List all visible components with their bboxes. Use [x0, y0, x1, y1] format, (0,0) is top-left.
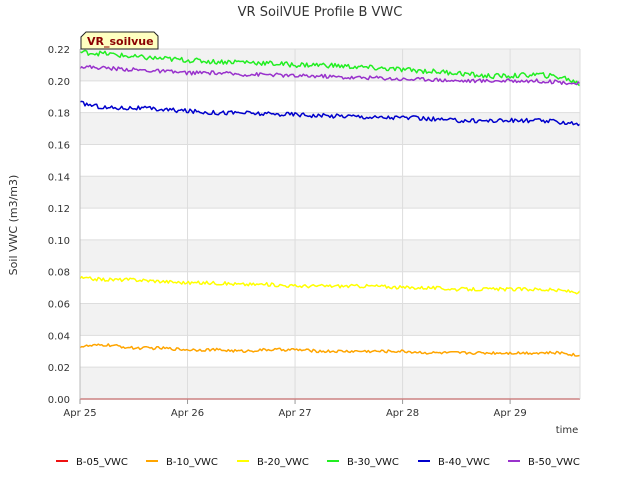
x-tick-label: Apr 26: [171, 408, 204, 419]
legend-label: B-50_VWC: [528, 457, 580, 468]
y-tick-label: 0.16: [48, 140, 70, 151]
plot-band: [80, 367, 580, 399]
series-line-b-10_vwc: [79, 343, 581, 357]
y-tick-label: 0.02: [48, 363, 70, 374]
series-line-b-40_vwc: [79, 100, 581, 127]
y-tick-labels: 0.00 0.02 0.04 0.06 0.08 0.10 0.12 0.14 0.16 0.18…: [48, 45, 70, 406]
y-tick-label: 0.14: [48, 172, 70, 183]
x-tick-label: Apr 25: [63, 408, 96, 419]
legend-label: B-30_VWC: [347, 457, 399, 468]
y-axis-label: Soil VWC (m3/m3): [7, 175, 20, 276]
plot-band: [80, 303, 580, 336]
plot-background-bands: [80, 49, 580, 399]
plot-band: [80, 144, 580, 177]
y-tick-label: 0.22: [48, 45, 70, 56]
legend-item: B-50_VWC: [508, 457, 580, 468]
chart-title: VR SoilVUE Profile B VWC: [238, 5, 403, 20]
y-tick-label: 0.20: [48, 77, 70, 88]
legend-label: B-40_VWC: [438, 457, 490, 468]
y-tick-label: 0.10: [48, 236, 70, 247]
series-line-b-20_vwc: [79, 275, 581, 295]
series-line-b-50_vwc: [79, 64, 581, 86]
y-tick-label: 0.08: [48, 268, 70, 279]
legend-item: B-10_VWC: [146, 457, 218, 468]
legend-label: B-20_VWC: [257, 457, 309, 468]
plot-band: [80, 176, 580, 209]
annotation-box: VR_soilvue: [80, 31, 159, 50]
legend-item: B-05_VWC: [56, 457, 128, 468]
x-tick-labels: Apr 25 Apr 26 Apr 27 Apr 28 Apr 29: [63, 408, 526, 419]
y-tick-label: 0.18: [48, 109, 70, 120]
plot-band: [80, 239, 580, 272]
legend-item: B-20_VWC: [237, 457, 309, 468]
legend-label: B-10_VWC: [166, 457, 218, 468]
y-tick-label: 0.00: [48, 395, 70, 406]
y-tick-label: 0.12: [48, 204, 70, 215]
legend-item: B-40_VWC: [418, 457, 490, 468]
legend-item: B-30_VWC: [327, 457, 399, 468]
plot-band: [80, 80, 580, 113]
annotation-label: VR_soilvue: [87, 35, 154, 48]
x-tick-label: Apr 28: [386, 408, 419, 419]
axes: [79, 49, 581, 400]
x-tick-label: Apr 29: [494, 408, 527, 419]
legend: B-05_VWC B-10_VWC B-20_VWC B-30_VWC B-40_VWC…: [56, 457, 580, 468]
series-line-b-30_vwc: [79, 49, 581, 87]
plot-band: [80, 271, 580, 304]
x-tick-label: Apr 27: [278, 408, 311, 419]
y-tick-label: 0.04: [48, 331, 70, 342]
y-tick-label: 0.06: [48, 300, 70, 311]
x-axis-label: time: [556, 425, 579, 436]
legend-label: B-05_VWC: [76, 457, 128, 468]
plot-band: [80, 208, 580, 240]
